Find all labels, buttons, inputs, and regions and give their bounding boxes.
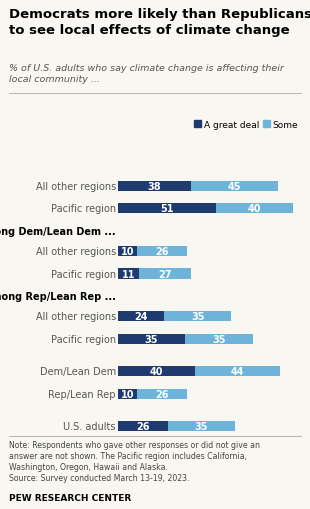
Text: 45: 45 [228,182,241,191]
Text: Democrats more likely than Republicans
to see local effects of climate change: Democrats more likely than Republicans t… [9,8,310,37]
Text: 26: 26 [136,421,150,432]
Bar [137,246,187,257]
Text: Among Dem/Lean Dem ...: Among Dem/Lean Dem ... [0,227,116,236]
Bar [137,389,187,399]
Text: U.S. adults: U.S. adults [64,421,116,432]
Text: All other regions: All other regions [36,182,116,191]
Text: PEW RESEARCH CENTER: PEW RESEARCH CENTER [9,493,131,502]
Text: 10: 10 [121,246,134,257]
Legend: A great deal, Some: A great deal, Some [194,121,298,130]
Bar [185,334,253,344]
Text: 24: 24 [134,312,148,322]
Text: 35: 35 [212,334,226,344]
Text: 10: 10 [121,389,134,399]
Text: 44: 44 [230,366,244,377]
Text: Pacific region: Pacific region [51,204,116,214]
Text: Among Rep/Lean Rep ...: Among Rep/Lean Rep ... [0,292,116,301]
Bar [118,182,191,191]
Text: 51: 51 [160,204,174,214]
Text: Dem/Lean Dem: Dem/Lean Dem [40,366,116,377]
Text: All other regions: All other regions [36,312,116,322]
Text: 40: 40 [149,366,163,377]
Bar [118,334,185,344]
Bar [195,366,280,377]
Text: 40: 40 [248,204,261,214]
Bar [164,312,231,322]
Text: Pacific region: Pacific region [51,269,116,279]
Bar [118,366,195,377]
Text: 38: 38 [148,182,161,191]
Text: 26: 26 [155,389,169,399]
Bar [216,204,293,214]
Text: 35: 35 [145,334,158,344]
Text: Note: Respondents who gave other responses or did not give an
answer are not sho: Note: Respondents who gave other respons… [9,440,260,483]
Text: 27: 27 [158,269,172,279]
Text: 26: 26 [155,246,169,257]
Text: 11: 11 [122,269,135,279]
Bar [118,246,137,257]
Bar [118,204,216,214]
Text: All other regions: All other regions [36,246,116,257]
Text: % of U.S. adults who say climate change is affecting their
local community ...: % of U.S. adults who say climate change … [9,64,284,83]
Text: Pacific region: Pacific region [51,334,116,344]
Bar [168,421,235,432]
Bar [118,312,164,322]
Bar [118,269,139,279]
Bar [139,269,191,279]
Bar [191,182,277,191]
Text: 35: 35 [191,312,205,322]
Text: Rep/Lean Rep: Rep/Lean Rep [48,389,116,399]
Bar [118,389,137,399]
Text: 35: 35 [195,421,208,432]
Bar [118,421,168,432]
